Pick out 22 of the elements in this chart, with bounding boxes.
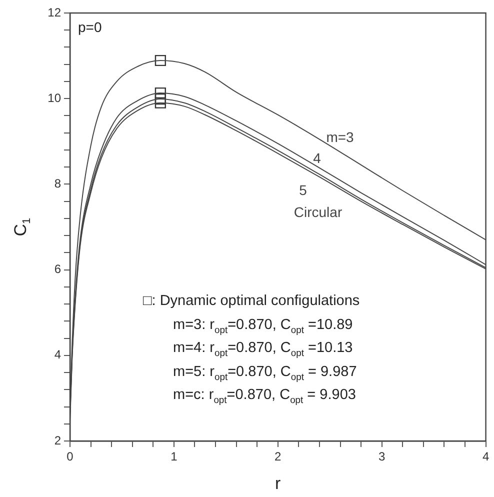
annotation: p=0	[78, 19, 102, 35]
y-tick-label: 12	[48, 5, 62, 20]
annotation: m=3: r$_{opt}$=0.870, C$_{opt}$ =10.89	[173, 316, 353, 334]
x-tick-label: 3	[378, 450, 386, 464]
annotation: m=5: r$_{opt}$=0.870, C$_{opt}$ = 9.987	[173, 364, 357, 382]
x-tick-label: 4	[482, 450, 490, 464]
x-axis-title: r	[275, 474, 281, 494]
x-tick-label: 0	[66, 450, 74, 464]
series-label: Circular	[294, 204, 342, 220]
x-tick-label: 1	[170, 450, 178, 464]
annotation: m=c: r$_{opt}$=0.870, C$_{opt}$ = 9.903	[173, 387, 356, 405]
y-tick-label: 4	[54, 348, 62, 362]
y-tick-label: 10	[48, 90, 62, 105]
y-tick-label: 8	[54, 176, 62, 191]
series-label: 4	[313, 150, 321, 166]
annotation: □: Dynamic optimal configulations	[143, 293, 360, 309]
annotation: m=4: r$_{opt}$=0.870, C$_{opt}$ =10.13	[173, 340, 353, 358]
y-tick-label: 6	[54, 262, 62, 276]
x-tick-label: 2	[274, 450, 282, 464]
series-label: 5	[299, 182, 307, 198]
y-tick-label: 2	[54, 433, 62, 448]
series-label: m=3	[326, 129, 354, 145]
